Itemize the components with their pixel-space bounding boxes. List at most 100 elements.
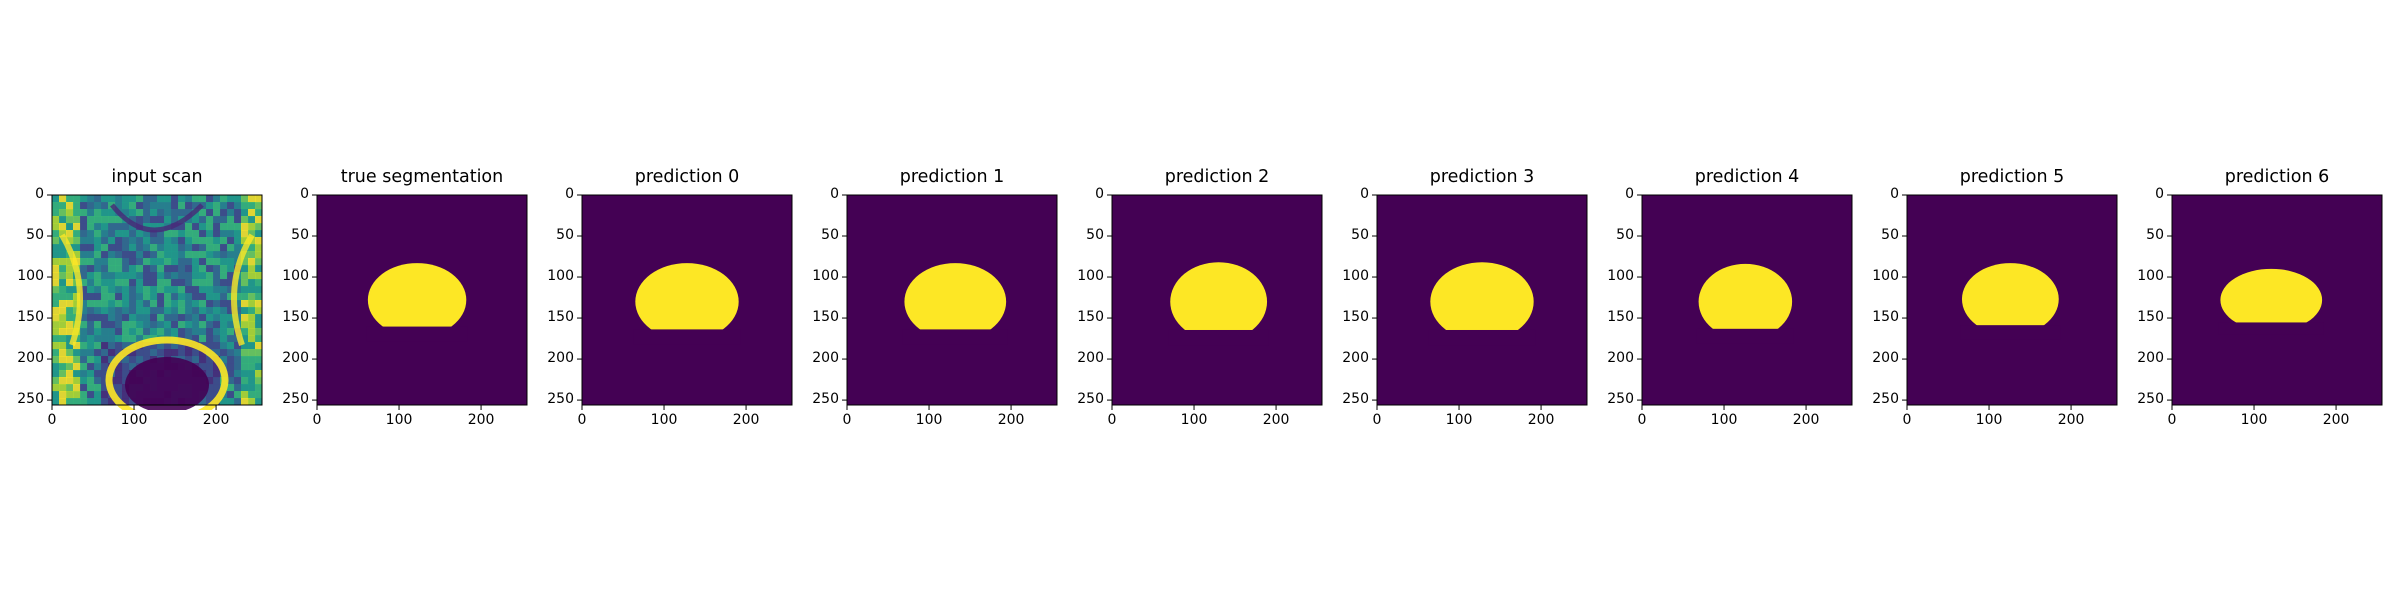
segmentation-mask-image bbox=[1902, 194, 2118, 410]
x-tick-label: 100 bbox=[385, 412, 413, 428]
y-tick-label: 250 bbox=[1077, 391, 1104, 408]
y-tick-label: 50 bbox=[26, 227, 44, 244]
panel-title: input scan bbox=[111, 167, 203, 187]
x-tick-label: 0 bbox=[1372, 412, 1382, 428]
x-tick-label: 100 bbox=[120, 412, 148, 428]
y-tick-label: 50 bbox=[1351, 227, 1369, 244]
y-tick-label: 50 bbox=[821, 227, 839, 244]
y-tick-label: 50 bbox=[2146, 227, 2164, 244]
y-tick-label: 0 bbox=[300, 186, 309, 202]
y-tick-label: 100 bbox=[2137, 268, 2164, 285]
x-tick-label: 0 bbox=[312, 412, 322, 428]
x-tick-label: 200 bbox=[732, 412, 760, 428]
x-tick-label: 200 bbox=[2057, 412, 2085, 428]
y-tick-label: 0 bbox=[2155, 186, 2164, 202]
segmentation-mask-image bbox=[842, 194, 1058, 410]
segmentation-mask-image bbox=[1372, 194, 1588, 410]
y-tick-label: 200 bbox=[1872, 350, 1899, 367]
y-tick-label: 150 bbox=[1607, 309, 1634, 326]
y-tick-label: 250 bbox=[2137, 391, 2164, 408]
y-tick-label: 100 bbox=[812, 268, 839, 285]
panel-title: true segmentation bbox=[340, 167, 504, 187]
segmentation-mask-image bbox=[312, 194, 528, 410]
y-tick-label: 150 bbox=[1342, 309, 1369, 326]
x-tick-label: 200 bbox=[1262, 412, 1290, 428]
x-tick-label: 0 bbox=[1902, 412, 1912, 428]
x-tick-label: 0 bbox=[47, 412, 57, 428]
y-tick-label: 0 bbox=[35, 186, 44, 202]
y-tick-label: 150 bbox=[17, 309, 44, 326]
x-tick-label: 200 bbox=[202, 412, 230, 428]
y-tick-label: 200 bbox=[547, 350, 574, 367]
y-tick-label: 0 bbox=[1095, 186, 1104, 202]
x-tick-label: 100 bbox=[2240, 412, 2268, 428]
y-tick-label: 0 bbox=[830, 186, 839, 202]
x-tick-label: 0 bbox=[842, 412, 852, 428]
y-tick-label: 50 bbox=[1086, 227, 1104, 244]
x-tick-label: 0 bbox=[1637, 412, 1647, 428]
y-tick-label: 100 bbox=[282, 268, 309, 285]
y-tick-label: 250 bbox=[282, 391, 309, 408]
y-tick-label: 250 bbox=[812, 391, 839, 408]
x-tick-label: 100 bbox=[1710, 412, 1738, 428]
panel-title: prediction 1 bbox=[899, 167, 1005, 187]
y-tick-label: 150 bbox=[547, 309, 574, 326]
y-tick-label: 0 bbox=[1890, 186, 1899, 202]
y-tick-label: 200 bbox=[17, 350, 44, 367]
segmentation-blob bbox=[904, 263, 1007, 341]
y-tick-label: 200 bbox=[812, 350, 839, 367]
y-tick-label: 50 bbox=[556, 227, 574, 244]
x-tick-label: 0 bbox=[1107, 412, 1117, 428]
segmentation-blob bbox=[1170, 262, 1268, 342]
y-tick-label: 100 bbox=[17, 268, 44, 285]
y-tick-label: 200 bbox=[1077, 350, 1104, 367]
y-tick-label: 200 bbox=[282, 350, 309, 367]
y-tick-label: 0 bbox=[1625, 186, 1634, 202]
y-tick-label: 100 bbox=[1077, 268, 1104, 285]
segmentation-blob bbox=[1961, 263, 2059, 336]
panel-title: prediction 3 bbox=[1429, 167, 1535, 187]
segmentation-mask-image bbox=[2167, 194, 2383, 410]
y-tick-label: 250 bbox=[1872, 391, 1899, 408]
x-tick-label: 200 bbox=[1527, 412, 1555, 428]
segmentation-blob bbox=[1430, 262, 1534, 342]
segmentation-mask-image bbox=[577, 194, 793, 410]
segmentation-blob bbox=[1698, 263, 1793, 340]
y-tick-label: 250 bbox=[547, 391, 574, 408]
x-tick-label: 100 bbox=[1975, 412, 2003, 428]
x-tick-label: 100 bbox=[915, 412, 943, 428]
y-tick-label: 250 bbox=[1342, 391, 1369, 408]
x-tick-label: 200 bbox=[2322, 412, 2350, 428]
y-tick-label: 100 bbox=[547, 268, 574, 285]
y-tick-label: 50 bbox=[291, 227, 309, 244]
panel-title: prediction 5 bbox=[1959, 167, 2065, 187]
y-tick-label: 100 bbox=[1872, 268, 1899, 285]
y-tick-label: 150 bbox=[2137, 309, 2164, 326]
y-tick-label: 100 bbox=[1607, 268, 1634, 285]
y-tick-label: 200 bbox=[1342, 350, 1369, 367]
x-tick-label: 100 bbox=[1180, 412, 1208, 428]
x-tick-label: 200 bbox=[1792, 412, 1820, 428]
x-tick-label: 200 bbox=[997, 412, 1025, 428]
y-tick-label: 50 bbox=[1616, 227, 1634, 244]
x-tick-label: 0 bbox=[2167, 412, 2177, 428]
x-tick-label: 200 bbox=[467, 412, 495, 428]
segmentation-blob bbox=[2220, 268, 2323, 332]
y-tick-label: 150 bbox=[1872, 309, 1899, 326]
mri-scan-image bbox=[47, 194, 263, 410]
y-tick-label: 200 bbox=[2137, 350, 2164, 367]
segmentation-blob bbox=[367, 263, 467, 337]
y-tick-label: 150 bbox=[282, 309, 309, 326]
panel-title: prediction 0 bbox=[634, 167, 740, 187]
segmentation-blob bbox=[635, 263, 739, 341]
y-tick-label: 0 bbox=[565, 186, 574, 202]
segmentation-mask-image bbox=[1107, 194, 1323, 410]
